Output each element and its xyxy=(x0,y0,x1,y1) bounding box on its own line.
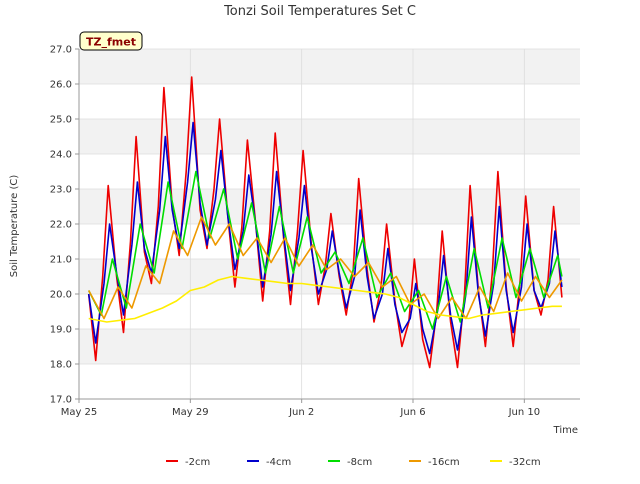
y-tick-label: 22.0 xyxy=(50,220,72,231)
y-tick-label: 24.0 xyxy=(50,150,72,161)
axes: 17.0 18.0 19.0 20.0 21.0 22.0 23.0 24.0 25.0 26.0… xyxy=(50,45,580,418)
legend-label: -4cm xyxy=(266,457,291,468)
x-tick-label: Jun 6 xyxy=(399,407,425,418)
site-badge-label: TZ_fmet xyxy=(86,36,136,49)
plot-band xyxy=(79,189,580,224)
legend-label: -2cm xyxy=(185,457,210,468)
series-layer xyxy=(87,76,563,369)
x-tick-label: Jun 10 xyxy=(508,407,541,418)
y-tick-label: 25.0 xyxy=(50,115,72,126)
chart-title: Tonzi Soil Temperatures Set C xyxy=(223,4,416,19)
y-tick-label: 18.0 xyxy=(50,360,72,371)
site-badge: TZ_fmet xyxy=(79,31,143,51)
plot-band xyxy=(79,49,580,84)
y-tick-label: 23.0 xyxy=(50,185,72,196)
y-tick-label: 19.0 xyxy=(50,325,72,336)
legend-label: -8cm xyxy=(347,457,372,468)
plot-band xyxy=(79,119,580,154)
x-axis-label: Time xyxy=(553,425,578,436)
y-tick-label: 17.0 xyxy=(50,395,72,406)
series-line-8cmcm xyxy=(87,170,563,330)
x-tick-label: Jun 2 xyxy=(288,407,314,418)
x-tick-label: May 25 xyxy=(61,407,98,418)
y-axis-label: Soil Temperature (C) xyxy=(9,175,20,278)
site-badge-box xyxy=(79,31,143,51)
series-line-16cmcm xyxy=(87,216,563,320)
x-tick-label: May 29 xyxy=(172,407,209,418)
plot-band xyxy=(79,329,580,364)
legend-label: -16cm xyxy=(428,457,460,468)
y-tick-label: 26.0 xyxy=(50,80,72,91)
y-tick-label: 27.0 xyxy=(50,45,72,56)
y-tick-label: 20.0 xyxy=(50,290,72,301)
series-line-32cmcm xyxy=(88,275,562,323)
legend-label: -32cm xyxy=(509,457,541,468)
legend: -2cm -4cm -8cm -16cm -32cm xyxy=(166,457,541,468)
y-tick-label: 21.0 xyxy=(50,255,72,266)
